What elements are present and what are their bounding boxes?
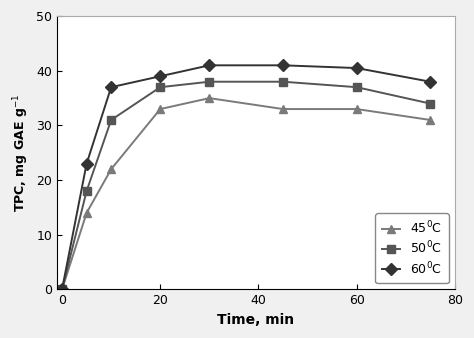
45$^0$C [157, 107, 163, 111]
60$^0$C [84, 162, 90, 166]
50$^0$C [59, 287, 65, 291]
45$^0$C [84, 211, 90, 215]
45$^0$C [428, 118, 433, 122]
45$^0$C [59, 287, 65, 291]
60$^0$C [207, 63, 212, 67]
60$^0$C [428, 80, 433, 84]
X-axis label: Time, min: Time, min [218, 313, 294, 327]
45$^0$C [207, 96, 212, 100]
60$^0$C [354, 66, 359, 70]
50$^0$C [84, 189, 90, 193]
60$^0$C [280, 63, 286, 67]
60$^0$C [157, 74, 163, 78]
45$^0$C [354, 107, 359, 111]
Line: 50$^0$C: 50$^0$C [58, 77, 435, 294]
50$^0$C [280, 80, 286, 84]
60$^0$C [59, 287, 65, 291]
50$^0$C [108, 118, 114, 122]
60$^0$C [108, 85, 114, 89]
50$^0$C [157, 85, 163, 89]
50$^0$C [207, 80, 212, 84]
50$^0$C [428, 101, 433, 105]
50$^0$C [354, 85, 359, 89]
45$^0$C [108, 167, 114, 171]
Line: 45$^0$C: 45$^0$C [58, 94, 435, 294]
Line: 60$^0$C: 60$^0$C [58, 61, 435, 294]
45$^0$C [280, 107, 286, 111]
Legend: 45$^0$C, 50$^0$C, 60$^0$C: 45$^0$C, 50$^0$C, 60$^0$C [375, 213, 448, 283]
Y-axis label: TPC, mg GAE g$^{-1}$: TPC, mg GAE g$^{-1}$ [11, 94, 31, 212]
